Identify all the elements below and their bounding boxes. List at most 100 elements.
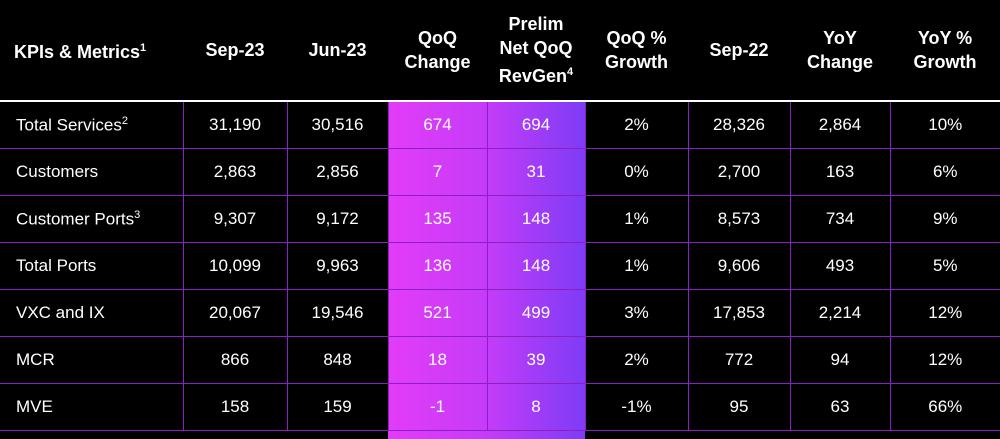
- cell: 95: [687, 383, 791, 431]
- table-row: Total Services2 31,190 30,516 674 694 2% 28,32…: [0, 100, 1000, 149]
- cell: 2,863: [182, 148, 288, 196]
- cell: 1%: [584, 242, 689, 290]
- cell: 3%: [584, 289, 689, 337]
- column-header: Prelim Net QoQ RevGen4: [487, 0, 585, 101]
- footnote-marker: 1: [140, 42, 147, 54]
- cell: 734: [789, 195, 891, 243]
- cell: 694: [486, 100, 586, 149]
- cell: 493: [789, 242, 891, 290]
- row-label: VXC and IX: [0, 289, 184, 337]
- cell: 1%: [584, 195, 689, 243]
- header-text: Growth: [605, 52, 668, 72]
- cell: 10,099: [182, 242, 288, 290]
- cell: 18: [387, 336, 488, 384]
- header-text: Jun-23: [308, 40, 367, 60]
- row-label: Total Ports: [0, 242, 184, 290]
- cell: 94: [789, 336, 891, 384]
- cell: 163: [789, 148, 891, 196]
- cell: 2,856: [286, 148, 389, 196]
- cell: 9,963: [286, 242, 389, 290]
- cell: 2,700: [687, 148, 791, 196]
- cell: 148: [486, 242, 586, 290]
- label-text: Total Services: [16, 115, 122, 135]
- label-text: Customer Ports: [16, 209, 135, 229]
- column-header: KPIs & Metrics1: [0, 0, 183, 101]
- label-text: VXC and IX: [16, 303, 105, 322]
- cell: 2%: [584, 336, 689, 384]
- footnote-marker: 3: [134, 208, 141, 221]
- label-text: Customers: [16, 162, 99, 181]
- column-header: Sep-22: [688, 0, 790, 101]
- cell: 30,516: [286, 100, 389, 149]
- cell: 6%: [889, 148, 1000, 196]
- column-header: YoY Change: [790, 0, 890, 101]
- cell: 674: [387, 100, 488, 149]
- header-text: QoQ: [418, 28, 457, 48]
- table-row: Total Ports 10,099 9,963 136 148 1% 9,606 493 5%: [0, 242, 1000, 290]
- cell: 772: [687, 336, 791, 384]
- cell: 521: [387, 289, 488, 337]
- cell: 9,172: [286, 195, 389, 243]
- column-header: YoY % Growth: [890, 0, 1000, 101]
- cell: 866: [182, 336, 288, 384]
- cell: 499: [486, 289, 586, 337]
- cell: 136: [387, 242, 488, 290]
- cell: 2%: [584, 100, 689, 149]
- cell: 20,067: [182, 289, 288, 337]
- cell: 28,326: [687, 100, 791, 149]
- cell: 63: [789, 383, 891, 431]
- header-text: YoY %: [917, 28, 973, 48]
- cell: 39: [486, 336, 586, 384]
- column-header: QoQ Change: [388, 0, 487, 101]
- cell: 8: [486, 383, 586, 431]
- cell: 17,853: [687, 289, 791, 337]
- table-row: MCR 866 848 18 39 2% 772 94 12%: [0, 336, 1000, 384]
- header-text: Growth: [913, 52, 977, 72]
- header-text: Sep-23: [205, 40, 265, 60]
- table-header: KPIs & Metrics1 Sep-23 Jun-23 QoQ Change Prel…: [0, 0, 1000, 101]
- label-text: Total Ports: [16, 256, 97, 275]
- cell: 148: [486, 195, 586, 243]
- cell: 2,864: [789, 100, 891, 149]
- cell: 9,606: [687, 242, 791, 290]
- column-header: Jun-23: [287, 0, 388, 101]
- cell: 66%: [889, 383, 1000, 431]
- cell: 10%: [889, 100, 1000, 149]
- table-row: VXC and IX 20,067 19,546 521 499 3% 17,853 2,21…: [0, 289, 1000, 337]
- cell: 8,573: [687, 195, 791, 243]
- cell: 31: [486, 148, 586, 196]
- cell: -1: [387, 383, 488, 431]
- cell: 9,307: [182, 195, 288, 243]
- cell: 12%: [889, 336, 1000, 384]
- cell: 135: [387, 195, 488, 243]
- cell: 159: [286, 383, 389, 431]
- row-label: Customers: [0, 148, 184, 196]
- cell: 0%: [584, 148, 689, 196]
- header-text: KPIs & Metrics: [14, 42, 141, 62]
- header-text: RevGen: [498, 66, 567, 86]
- header-text: Change: [404, 52, 471, 72]
- cell: 2,214: [789, 289, 891, 337]
- header-text: YoY: [823, 28, 857, 48]
- cell: 12%: [889, 289, 1000, 337]
- header-text: Sep-22: [709, 40, 769, 60]
- row-label: Customer Ports3: [0, 195, 184, 243]
- cell: 5%: [889, 242, 1000, 290]
- row-label: MVE: [0, 383, 184, 431]
- row-label: Total Services2: [0, 100, 184, 149]
- header-text: Change: [806, 52, 873, 72]
- cell: 31,190: [182, 100, 288, 149]
- label-text: MCR: [16, 350, 55, 369]
- footnote-marker: 2: [121, 114, 128, 127]
- cell: 158: [182, 383, 288, 431]
- cell: 9%: [889, 195, 1000, 243]
- column-header: Sep-23: [183, 0, 287, 101]
- header-text: Prelim: [508, 14, 564, 34]
- header-text: QoQ %: [606, 28, 667, 48]
- cell: -1%: [584, 383, 689, 431]
- label-text: MVE: [16, 397, 53, 416]
- header-row: KPIs & Metrics1 Sep-23 Jun-23 QoQ Change Prel…: [0, 0, 1000, 101]
- row-label: MCR: [0, 336, 184, 384]
